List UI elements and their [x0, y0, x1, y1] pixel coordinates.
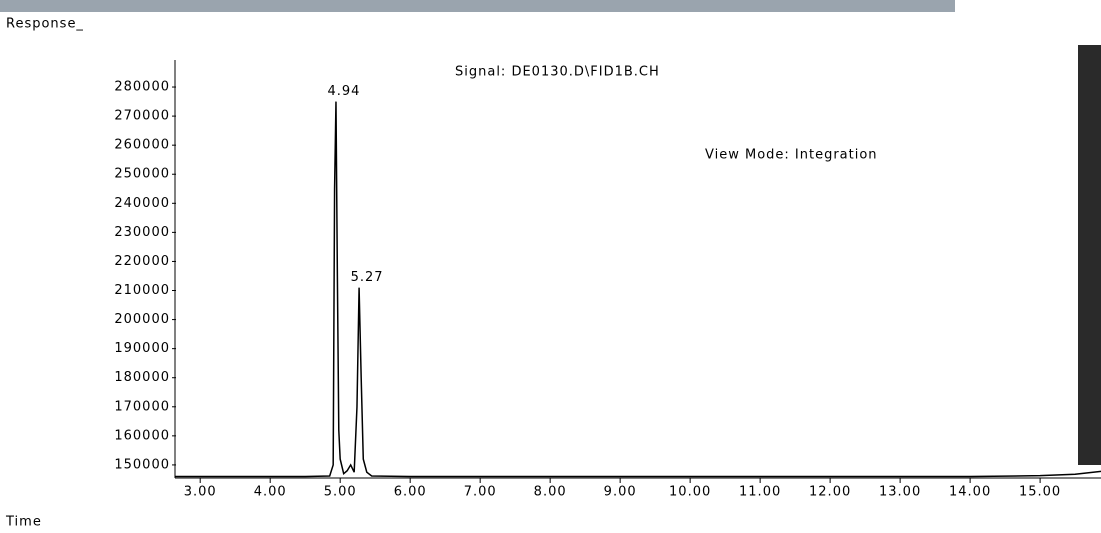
y-tick-label: 190000: [114, 341, 170, 356]
y-tick-label: 210000: [114, 283, 170, 298]
x-axis-label: Time: [5, 515, 42, 530]
chart: Response_ Time Signal: DE0130.D\FID1B.CH…: [0, 0, 1101, 533]
annotation: View Mode: Integration: [705, 148, 878, 163]
page: Response_ Time Signal: DE0130.D\FID1B.CH…: [0, 0, 1101, 533]
x-tick-label: 9.00: [604, 485, 637, 500]
y-tick-label: 200000: [114, 312, 170, 327]
x-tick-label: 4.00: [254, 485, 287, 500]
x-tick-label: 10.00: [669, 485, 711, 500]
x-tick-label: 5.00: [324, 485, 357, 500]
y-tick-label: 280000: [114, 80, 170, 95]
y-tick-label: 250000: [114, 167, 170, 182]
x-tick-label: 3.00: [184, 485, 217, 500]
y-tick-label: 270000: [114, 109, 170, 124]
x-tick-label: 13.00: [879, 485, 921, 500]
y-tick-label: 170000: [114, 399, 170, 414]
y-tick-label: 220000: [114, 254, 170, 269]
x-tick-label: 14.00: [949, 485, 991, 500]
y-tick-label: 230000: [114, 225, 170, 240]
y-axis-label: Response_: [6, 17, 84, 32]
chart-title: Signal: DE0130.D\FID1B.CH: [455, 65, 660, 80]
peak-label: 4.94: [328, 84, 361, 99]
y-tick-label: 180000: [114, 370, 170, 385]
background-photo-edge: [1078, 45, 1101, 465]
x-tick-label: 15.00: [1019, 485, 1061, 500]
x-tick-label: 7.00: [464, 485, 497, 500]
x-tick-label: 8.00: [534, 485, 567, 500]
background-photo-strip: [0, 0, 955, 12]
x-tick-label: 11.00: [739, 485, 781, 500]
x-tick-label: 6.00: [394, 485, 427, 500]
signal-line: [175, 102, 1101, 477]
y-tick-label: 260000: [114, 138, 170, 153]
x-tick-label: 12.00: [809, 485, 851, 500]
peak-label: 5.27: [351, 270, 384, 285]
y-tick-label: 240000: [114, 196, 170, 211]
y-tick-label: 150000: [114, 457, 170, 472]
y-tick-label: 160000: [114, 428, 170, 443]
